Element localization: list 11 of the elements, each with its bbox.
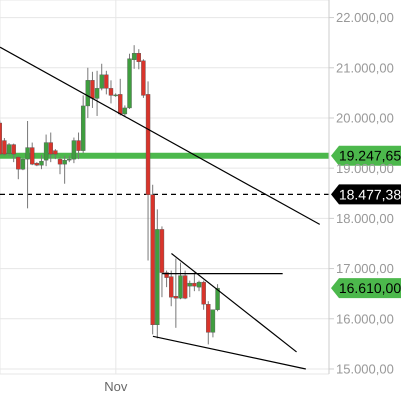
y-tick-label: 22.000,00 (336, 10, 394, 26)
y-tick-label: 15.000,00 (336, 362, 394, 377)
ref-line-label: 19.247,65 (338, 148, 401, 164)
y-tick-label: 20.000,00 (336, 110, 394, 126)
y-tick-label: 16.000,00 (336, 311, 394, 326)
ref-line-label: 18.477,38 (338, 186, 401, 202)
y-tick-label: 18.000,00 (336, 210, 394, 226)
text: 16.610,00 (338, 280, 401, 296)
y-tick-label: 17.000,00 (336, 261, 394, 276)
y-tick-label: 21.000,00 (336, 60, 394, 76)
x-tick-label: Nov (104, 379, 128, 394)
